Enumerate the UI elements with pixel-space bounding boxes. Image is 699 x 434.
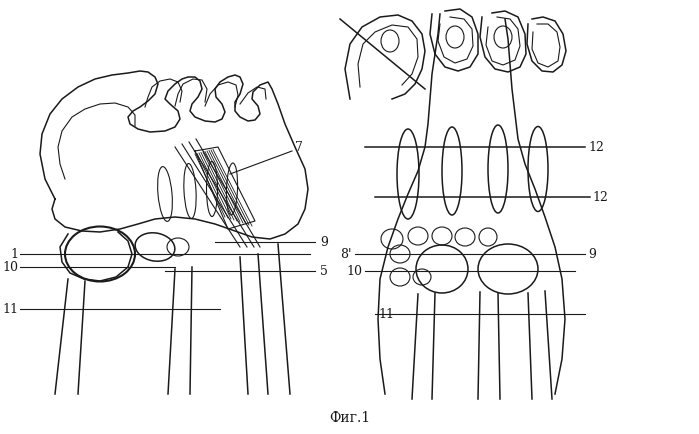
Text: 9: 9	[320, 236, 328, 249]
Text: 10: 10	[346, 265, 362, 278]
Text: 7: 7	[295, 141, 303, 154]
Text: 11: 11	[378, 308, 394, 321]
Text: 9: 9	[588, 248, 596, 261]
Text: 10: 10	[2, 261, 18, 274]
Text: 12: 12	[592, 191, 608, 204]
Text: 1: 1	[10, 248, 18, 261]
Text: 11: 11	[2, 303, 18, 316]
Text: 8': 8'	[340, 248, 352, 261]
Text: 12: 12	[588, 141, 604, 154]
Text: 5: 5	[320, 265, 328, 278]
Text: Фиг.1: Фиг.1	[329, 410, 370, 424]
